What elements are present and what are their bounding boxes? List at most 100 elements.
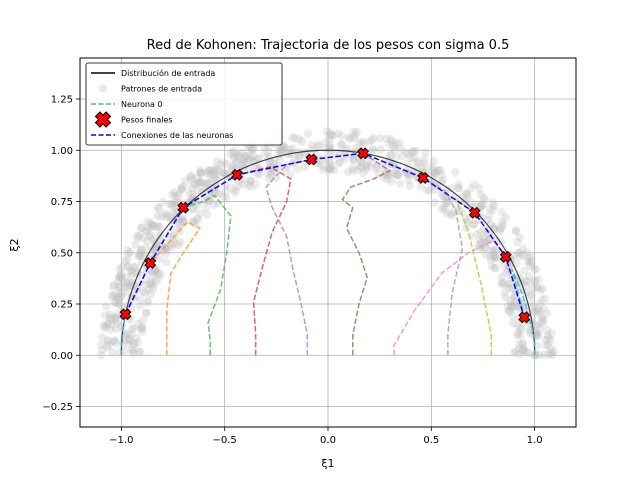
trajectory-neuron-6 [393, 239, 507, 356]
input-pattern-point [135, 249, 145, 258]
input-pattern-point [244, 180, 253, 189]
input-pattern-point [214, 199, 223, 208]
trajectory-neuron-5 [341, 152, 392, 356]
input-pattern-point [413, 157, 422, 166]
input-pattern-point [129, 324, 138, 334]
input-pattern-point [248, 151, 257, 161]
input-pattern-point [518, 346, 528, 356]
input-pattern-point [116, 272, 126, 281]
input-pattern-point [128, 324, 137, 333]
input-pattern-point [535, 324, 545, 333]
input-pattern-point [204, 165, 213, 175]
input-pattern-point [333, 129, 343, 138]
input-pattern-point [181, 176, 190, 185]
input-pattern-point [386, 151, 395, 161]
input-pattern-point [537, 313, 547, 323]
input-pattern-point [110, 291, 120, 300]
input-pattern-point [111, 324, 121, 333]
input-pattern-point [102, 343, 112, 352]
input-pattern-point [230, 152, 240, 161]
input-pattern-point [349, 127, 358, 137]
input-pattern-point [349, 155, 358, 165]
final-weight-marker-7-shape [468, 206, 481, 219]
input-pattern-point [457, 193, 467, 203]
input-pattern-point [151, 266, 160, 275]
input-pattern-point [247, 146, 256, 155]
input-pattern-point [116, 293, 125, 302]
input-pattern-point [110, 298, 120, 307]
input-pattern-point [141, 280, 150, 290]
input-pattern-point [255, 169, 264, 178]
input-pattern-point [154, 203, 163, 212]
input-pattern-point [155, 228, 165, 238]
input-pattern-point [106, 325, 115, 334]
input-pattern-point [149, 234, 158, 244]
input-pattern-point [163, 210, 172, 220]
input-pattern-point [152, 222, 161, 231]
input-pattern-point [533, 304, 542, 314]
input-pattern-point [101, 311, 110, 320]
input-pattern-point [483, 237, 492, 247]
input-pattern-point [477, 201, 487, 210]
input-pattern-point [343, 167, 353, 176]
input-pattern-point [207, 169, 216, 178]
neuron-connections-line [124, 152, 526, 318]
input-pattern-point [171, 202, 180, 212]
input-pattern-point [133, 233, 143, 243]
input-pattern-point [245, 151, 254, 160]
input-pattern-point [293, 164, 302, 174]
input-pattern-point [530, 305, 539, 315]
input-pattern-point [133, 319, 143, 328]
input-pattern-point [127, 270, 136, 279]
input-pattern-point [114, 291, 123, 301]
input-pattern-point [476, 238, 486, 247]
legend-label-2: Neurona 0 [121, 100, 163, 109]
input-pattern-point [254, 164, 263, 173]
input-pattern-point [143, 236, 152, 245]
input-pattern-point [388, 159, 397, 169]
input-pattern-point [129, 339, 139, 348]
input-pattern-point [188, 189, 197, 199]
input-pattern-point [137, 223, 147, 232]
input-pattern-point [420, 155, 429, 164]
input-pattern-point [438, 189, 447, 199]
input-pattern-point [463, 191, 472, 200]
input-pattern-point [168, 242, 177, 251]
input-pattern-point [530, 277, 540, 286]
input-pattern-point [534, 350, 544, 360]
input-pattern-point [512, 227, 521, 236]
legend-swatch-final-weights-shape [94, 111, 112, 128]
input-pattern-point [264, 168, 273, 178]
y-tick-label: 1.00 [51, 146, 73, 157]
trajectory-neuron-8 [454, 197, 493, 356]
input-pattern-point [549, 347, 559, 356]
input-pattern-point [108, 290, 118, 299]
input-pattern-point [222, 159, 231, 169]
input-pattern-point [470, 180, 479, 189]
input-pattern-point [285, 145, 295, 155]
input-pattern-point [295, 134, 304, 144]
input-pattern-point [153, 211, 162, 221]
input-pattern-point [508, 319, 518, 328]
input-pattern-point [504, 307, 513, 316]
input-pattern-point [146, 230, 155, 239]
input-pattern-point [515, 248, 524, 257]
input-pattern-point [547, 351, 557, 360]
legend-label-1: Patrones de entrada [121, 85, 202, 94]
input-pattern-point [226, 183, 235, 192]
input-pattern-point [118, 262, 127, 272]
input-pattern-point [125, 334, 134, 344]
input-pattern-point [413, 159, 423, 168]
input-pattern-point [260, 150, 270, 159]
input-pattern-point [103, 336, 112, 345]
input-pattern-point [513, 321, 522, 330]
input-pattern-point [514, 248, 523, 258]
input-pattern-point [405, 181, 414, 191]
input-pattern-point [407, 147, 417, 156]
input-pattern-point [439, 202, 448, 211]
input-pattern-point [383, 175, 392, 184]
input-pattern-point [498, 277, 507, 287]
input-pattern-point [517, 325, 527, 334]
input-pattern-point [431, 186, 440, 195]
input-pattern-point [501, 213, 510, 222]
